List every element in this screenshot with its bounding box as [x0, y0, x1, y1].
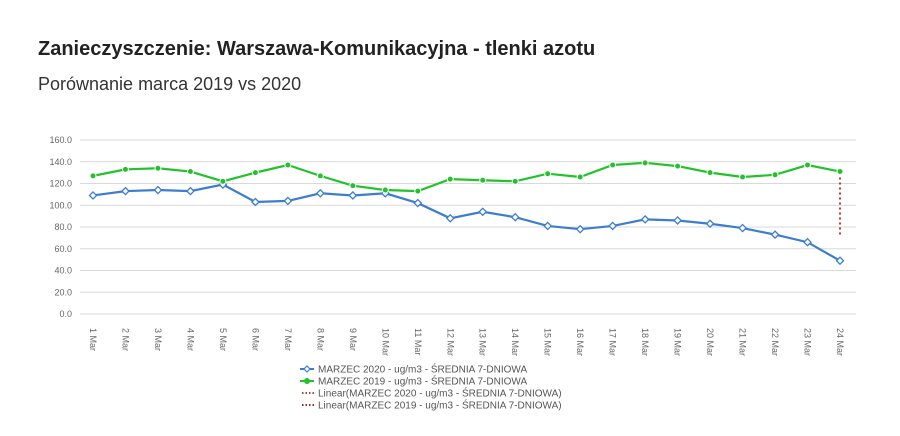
x-tick-label: 6 Mar — [250, 328, 260, 351]
chart-subtitle: Porównanie marca 2019 vs 2020 — [38, 74, 302, 94]
x-tick-label: 18 Mar — [640, 328, 650, 356]
data-point — [706, 169, 714, 177]
data-point — [121, 165, 129, 173]
data-point — [543, 221, 553, 231]
legend-label: Linear(MARZEC 2020 - ug/m3 - ŚREDNIA 7-D… — [318, 387, 562, 400]
legend-label: MARZEC 2020 - ug/m3 - ŚREDNIA 7-DNIOWA — [318, 363, 527, 376]
y-tick-label: 120.0 — [49, 179, 72, 189]
data-point — [349, 182, 357, 190]
x-tick-label: 14 Mar — [510, 328, 520, 356]
data-point — [88, 191, 98, 200]
data-point — [89, 172, 97, 180]
data-point — [804, 161, 812, 169]
y-tick-label: 20.0 — [54, 287, 72, 297]
x-tick-label: 15 Mar — [543, 328, 553, 356]
x-tick-label: 4 Mar — [185, 328, 195, 351]
data-point — [835, 256, 845, 266]
data-point — [641, 159, 649, 167]
data-point — [739, 173, 747, 181]
x-tick-label: 20 Mar — [705, 328, 715, 356]
data-point — [186, 186, 195, 196]
x-tick-label: 3 Mar — [153, 328, 163, 351]
data-point — [705, 219, 715, 229]
legend-label: Linear(MARZEC 2019 - ug/m3 - ŚREDNIA 7-D… — [318, 399, 562, 412]
data-point — [284, 161, 292, 169]
x-tick-label: 24 Mar — [835, 328, 845, 356]
data-point — [511, 177, 519, 185]
x-tick-label: 1 Mar — [88, 328, 98, 351]
y-tick-label: 60.0 — [54, 244, 72, 254]
data-point — [413, 198, 423, 208]
legend-marker — [304, 378, 310, 384]
data-point — [315, 188, 325, 198]
data-point — [478, 207, 488, 217]
x-tick-label: 13 Mar — [478, 328, 488, 356]
x-tick-label: 19 Mar — [673, 328, 683, 356]
data-point — [414, 187, 422, 195]
x-tick-label: 17 Mar — [608, 328, 618, 356]
data-point — [544, 170, 552, 178]
x-tick-label: 2 Mar — [120, 328, 130, 351]
data-point — [770, 230, 780, 240]
x-tick-label: 21 Mar — [738, 328, 748, 356]
data-point — [348, 191, 358, 200]
data-point — [316, 172, 324, 180]
data-point — [121, 186, 130, 196]
y-tick-label: 40.0 — [54, 266, 72, 276]
data-point — [771, 171, 779, 179]
y-tick-label: 160.0 — [49, 135, 72, 145]
data-point — [803, 237, 812, 247]
x-tick-label: 16 Mar — [575, 328, 585, 356]
y-tick-label: 100.0 — [49, 200, 72, 210]
x-tick-label: 9 Mar — [348, 328, 358, 351]
x-tick-label: 10 Mar — [380, 328, 390, 356]
data-point — [186, 168, 194, 176]
data-point — [154, 164, 162, 172]
data-point — [510, 212, 520, 222]
data-point — [673, 216, 683, 225]
data-point — [250, 197, 260, 207]
y-tick-label: 0.0 — [59, 309, 72, 319]
data-point — [609, 161, 617, 169]
x-tick-label: 7 Mar — [283, 328, 293, 351]
chart-title: Zanieczyszczenie: Warszawa-Komunikacyjna… — [38, 38, 596, 60]
data-point — [219, 177, 227, 185]
x-tick-label: 5 Mar — [218, 328, 228, 351]
y-tick-label: 140.0 — [49, 157, 72, 167]
series-line-0 — [92, 183, 841, 262]
data-point — [479, 176, 487, 184]
data-point — [836, 168, 844, 176]
data-point — [738, 223, 747, 233]
series-line-1 — [92, 161, 841, 193]
data-point — [283, 196, 293, 206]
data-point — [446, 175, 454, 183]
data-point — [608, 221, 618, 231]
data-point — [576, 173, 584, 181]
data-point — [640, 214, 650, 224]
x-tick-label: 8 Mar — [315, 328, 325, 351]
data-point — [674, 162, 682, 170]
data-point — [575, 224, 585, 234]
legend-marker — [303, 365, 311, 373]
y-tick-label: 80.0 — [54, 222, 72, 232]
x-tick-label: 11 Mar — [413, 328, 423, 355]
data-point — [445, 213, 455, 223]
x-tick-label: 12 Mar — [445, 328, 455, 356]
data-point — [153, 185, 163, 195]
legend-label: MARZEC 2019 - ug/m3 - ŚREDNIA 7-DNIOWA — [318, 375, 527, 388]
data-point — [251, 169, 259, 177]
x-tick-label: 23 Mar — [803, 328, 813, 356]
x-tick-label: 22 Mar — [770, 328, 780, 356]
data-point — [381, 186, 389, 194]
